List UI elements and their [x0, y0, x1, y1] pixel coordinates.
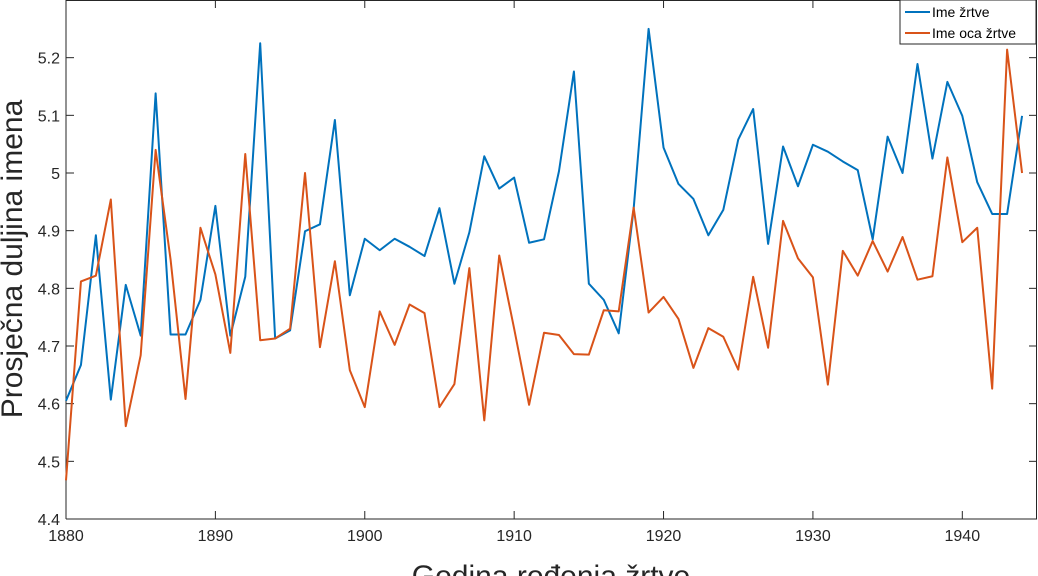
- series-line-ime-oca-zrtve: [65, 48, 1024, 481]
- y-axis-title: Prosječna duljina imena: [0, 99, 29, 418]
- y-tick-label: 4.5: [38, 454, 60, 471]
- x-tick-label: 1930: [795, 528, 831, 545]
- y-tick-label: 4.6: [38, 397, 60, 414]
- legend: Ime žrtve Ime oca žrtve: [899, 0, 1037, 45]
- y-tick-label: 4.9: [38, 224, 60, 241]
- x-tick-label: 1880: [48, 528, 84, 545]
- x-tick-label: 1910: [496, 528, 532, 545]
- series-layer: [65, 27, 1024, 481]
- x-tick-label: 1940: [945, 528, 981, 545]
- plot-area: [65, 0, 1037, 520]
- x-axis-title: Godina rođenja žrtve: [412, 560, 691, 576]
- y-tick-label: 4.7: [38, 339, 60, 356]
- legend-label-ime-zrtve: Ime žrtve: [932, 4, 990, 20]
- axis-ticks: 1880 1890 1900 1910 1920 1930 1940 4.4 4.5 4.6 4.7…: [38, 0, 1037, 545]
- legend-label-ime-oca-zrtve: Ime oca žrtve: [932, 25, 1016, 41]
- series-line-ime-zrtve: [65, 27, 1024, 402]
- legend-box: [899, 0, 1037, 45]
- y-tick-label: 4.8: [38, 281, 60, 298]
- x-tick-label: 1890: [198, 528, 234, 545]
- y-tick-label: 5.1: [38, 108, 60, 125]
- x-tick-label: 1920: [646, 528, 682, 545]
- y-tick-label: 4.4: [38, 512, 60, 529]
- y-tick-label: 5: [51, 166, 60, 183]
- y-tick-label: 5.2: [38, 51, 60, 68]
- x-tick-label: 1900: [347, 528, 383, 545]
